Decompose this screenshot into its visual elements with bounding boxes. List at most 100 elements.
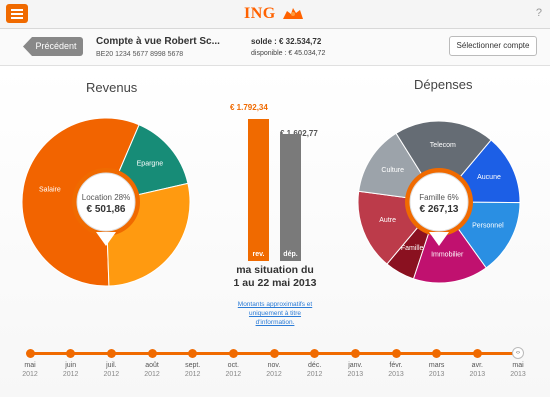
timeline-month-label[interactable]: juin 2012 <box>51 361 91 379</box>
month-name: nov. <box>267 362 281 369</box>
month-name: sept. <box>185 362 201 369</box>
timeline-month-label[interactable]: avr. 2013 <box>457 361 497 379</box>
month-year: 2013 <box>469 371 486 378</box>
account-bar: Précédent Compte à vue Robert Sc... BE20… <box>0 29 550 66</box>
month-year: 2012 <box>103 371 120 378</box>
ing-logo: ING <box>244 5 276 22</box>
depenses-slice-telecom[interactable] <box>395 120 492 203</box>
depenses-pie-chart[interactable]: Aucune Personnel Immobilier Famille Autre Cul… <box>353 115 528 290</box>
month-year: 2013 <box>510 371 526 378</box>
month-name: déc. <box>308 362 322 369</box>
month-name: avr. <box>471 362 483 369</box>
expense-value: € 1.602,77 <box>280 129 318 138</box>
depenses-label-aucune: Aucune <box>477 174 501 181</box>
month-year: 2012 <box>144 371 160 378</box>
help-button[interactable]: ? <box>535 7 542 19</box>
depenses-label-personnel: Personnel <box>472 222 504 229</box>
revenus-center-value: € 501,86 <box>87 204 126 215</box>
month-year: 2012 <box>266 371 282 378</box>
timeline-month-label[interactable]: juil. 2012 <box>91 361 131 379</box>
revenus-pie-chart[interactable]: Salaire Epargne Location 28% € 501,86 <box>21 115 191 290</box>
timeline-handle[interactable]: ‹› <box>512 347 524 359</box>
revenus-label-salaire: Salaire <box>39 186 61 193</box>
revenus-center-pointer <box>96 232 116 246</box>
month-name: juin <box>65 362 77 369</box>
month-name: févr. <box>389 362 403 369</box>
depenses-center-value: € 267,13 <box>420 204 459 215</box>
depenses-center-pointer <box>429 232 449 246</box>
revenus-label-epargne: Epargne <box>137 160 164 167</box>
revenus-center-bubble <box>76 172 136 232</box>
timeline-month-label[interactable]: août 2012 <box>132 361 172 379</box>
month-name: mars <box>428 362 445 369</box>
month-name: mai <box>24 362 36 369</box>
month-year: 2013 <box>428 371 445 378</box>
main-panel: Revenus Dépenses Salaire Epargne Location … <box>0 67 550 397</box>
period-label: ma situation du 1 au 22 mai 2013 <box>215 264 335 290</box>
month-year: 2012 <box>184 371 201 378</box>
revenue-bar[interactable]: rev. <box>248 119 269 261</box>
timeline-dot[interactable] <box>269 349 279 358</box>
timeline-month-label[interactable]: oct. 2012 <box>213 361 253 379</box>
timeline-dot[interactable] <box>350 349 360 358</box>
timeline-month-label[interactable]: mai 2013 <box>498 361 538 379</box>
month-year: 2012 <box>22 371 38 378</box>
balance: solde : € 32.534,72 <box>251 37 322 46</box>
select-account-button[interactable]: Sélectionner compte <box>449 36 537 56</box>
timeline-month-label[interactable]: févr. 2013 <box>376 361 416 379</box>
disclaimer-link[interactable]: Montants approximatifs et uniquement à t… <box>237 301 313 326</box>
timeline-month-label[interactable]: sept. 2012 <box>173 361 213 379</box>
account-name: Compte à vue Robert Sc... <box>96 36 220 47</box>
previous-button[interactable]: Précédent <box>23 37 83 56</box>
period-line-2: 1 au 22 mai 2013 <box>233 277 317 289</box>
month-year: 2012 <box>225 371 242 378</box>
depenses-slice-immobilier[interactable] <box>412 200 487 284</box>
timeline-dot[interactable] <box>310 349 320 358</box>
lion-logo-icon <box>283 8 303 19</box>
month-year: 2012 <box>306 371 323 378</box>
depenses-label-culture: Culture <box>381 167 404 174</box>
month-year: 2012 <box>62 371 79 378</box>
timeline-dot[interactable] <box>472 349 482 358</box>
timeline-month-label[interactable]: mai 2012 <box>10 361 50 379</box>
account-number: BE20 1234 5677 8998 5678 <box>96 51 184 58</box>
menu-button[interactable] <box>6 4 28 23</box>
depenses-label-immobilier: Immobilier <box>431 251 464 258</box>
timeline-month-label[interactable]: mars 2013 <box>417 361 457 379</box>
summary-bars: € 1.792,34 € 1.602,77 rev. dép. <box>230 101 320 261</box>
revenue-bar-label: rev. <box>252 251 265 258</box>
timeline-month-label[interactable]: nov. 2012 <box>254 361 294 379</box>
expense-bar[interactable]: dép. <box>280 134 301 261</box>
month-name: juil. <box>106 362 117 369</box>
timeline-dot[interactable] <box>432 349 442 358</box>
available-balance: disponible : € 45.034,72 <box>251 50 326 57</box>
month-name: mai <box>512 362 524 369</box>
revenus-title: Revenus <box>86 80 138 95</box>
month-year: 2013 <box>388 371 404 378</box>
revenus-center-label: Location 28% <box>82 193 130 202</box>
timeline-month-label[interactable]: déc. 2012 <box>295 361 335 379</box>
timeline-dot[interactable] <box>228 349 238 358</box>
month-year: 2013 <box>347 371 364 378</box>
depenses-center-bubble <box>409 172 469 232</box>
timeline-dot[interactable] <box>66 349 76 358</box>
timeline-dot[interactable] <box>147 349 157 358</box>
timeline-month-label[interactable]: janv. 2013 <box>335 361 375 379</box>
month-name: janv. <box>348 362 363 369</box>
timeline-dot[interactable] <box>391 349 401 358</box>
timeline-dot[interactable] <box>25 349 35 358</box>
period-line-1: ma situation du <box>236 264 314 276</box>
expense-bar-label: dép. <box>283 251 298 258</box>
month-timeline[interactable]: mai 2012 juin 2012 juil. 2012 août 2012 sept. 201… <box>0 346 550 401</box>
top-bar: ING ? <box>0 0 550 29</box>
depenses-label-telecom: Telecom <box>430 142 456 149</box>
depenses-center-label: Famille 6% <box>419 193 459 202</box>
revenue-value: € 1.792,34 <box>230 103 268 112</box>
month-name: oct. <box>227 362 239 369</box>
timeline-dot[interactable] <box>188 349 198 358</box>
timeline-dot[interactable] <box>106 349 116 358</box>
depenses-title: Dépenses <box>414 77 473 92</box>
depenses-label-famille: Famille <box>401 245 424 252</box>
depenses-label-autre: Autre <box>379 217 396 224</box>
month-name: août <box>145 362 159 369</box>
